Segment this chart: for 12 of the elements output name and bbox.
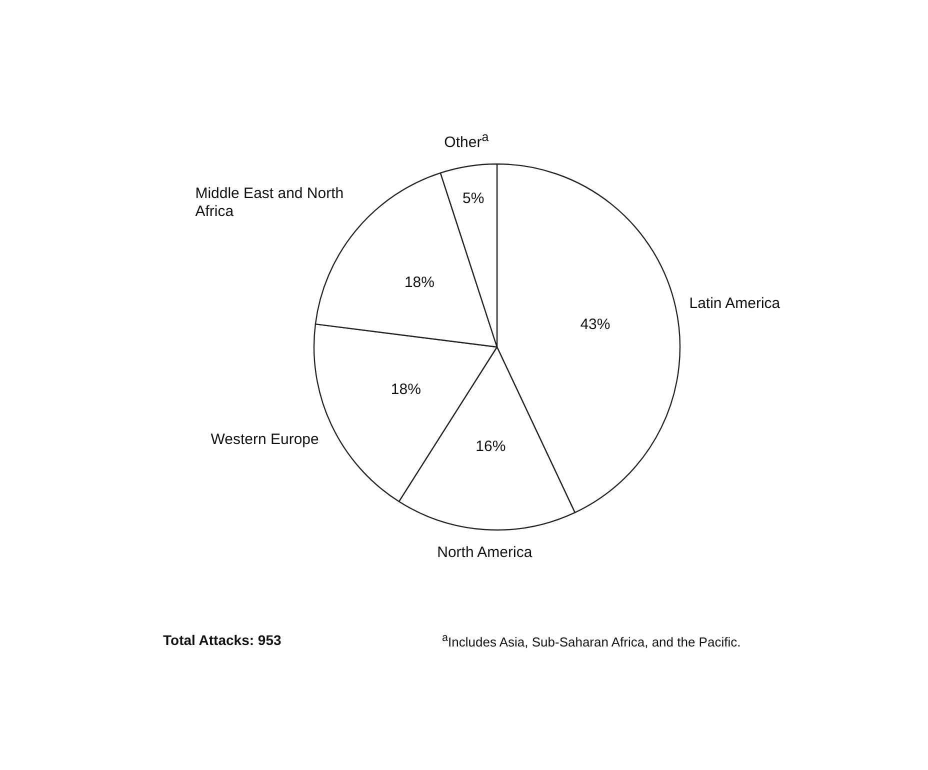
slice-label: North America (437, 544, 532, 562)
text: $^{a}$Includes Asia, Sub-Saharan Africa, and the Pacific. (442, 632, 741, 650)
data-label: 43% (580, 316, 610, 334)
slice-label: Latin America (689, 295, 780, 314)
data-label: 18% (390, 380, 421, 399)
text: Total Attacks: 953 (163, 632, 282, 648)
slice-label: Western Europe (210, 430, 319, 449)
slice-label: Middle East and North Africa (195, 185, 345, 222)
slice-label: Other$^{a}$ (444, 129, 489, 152)
data-label: 5% (462, 190, 484, 208)
data-label: 16% (476, 438, 506, 456)
data-label: 18% (404, 274, 434, 292)
